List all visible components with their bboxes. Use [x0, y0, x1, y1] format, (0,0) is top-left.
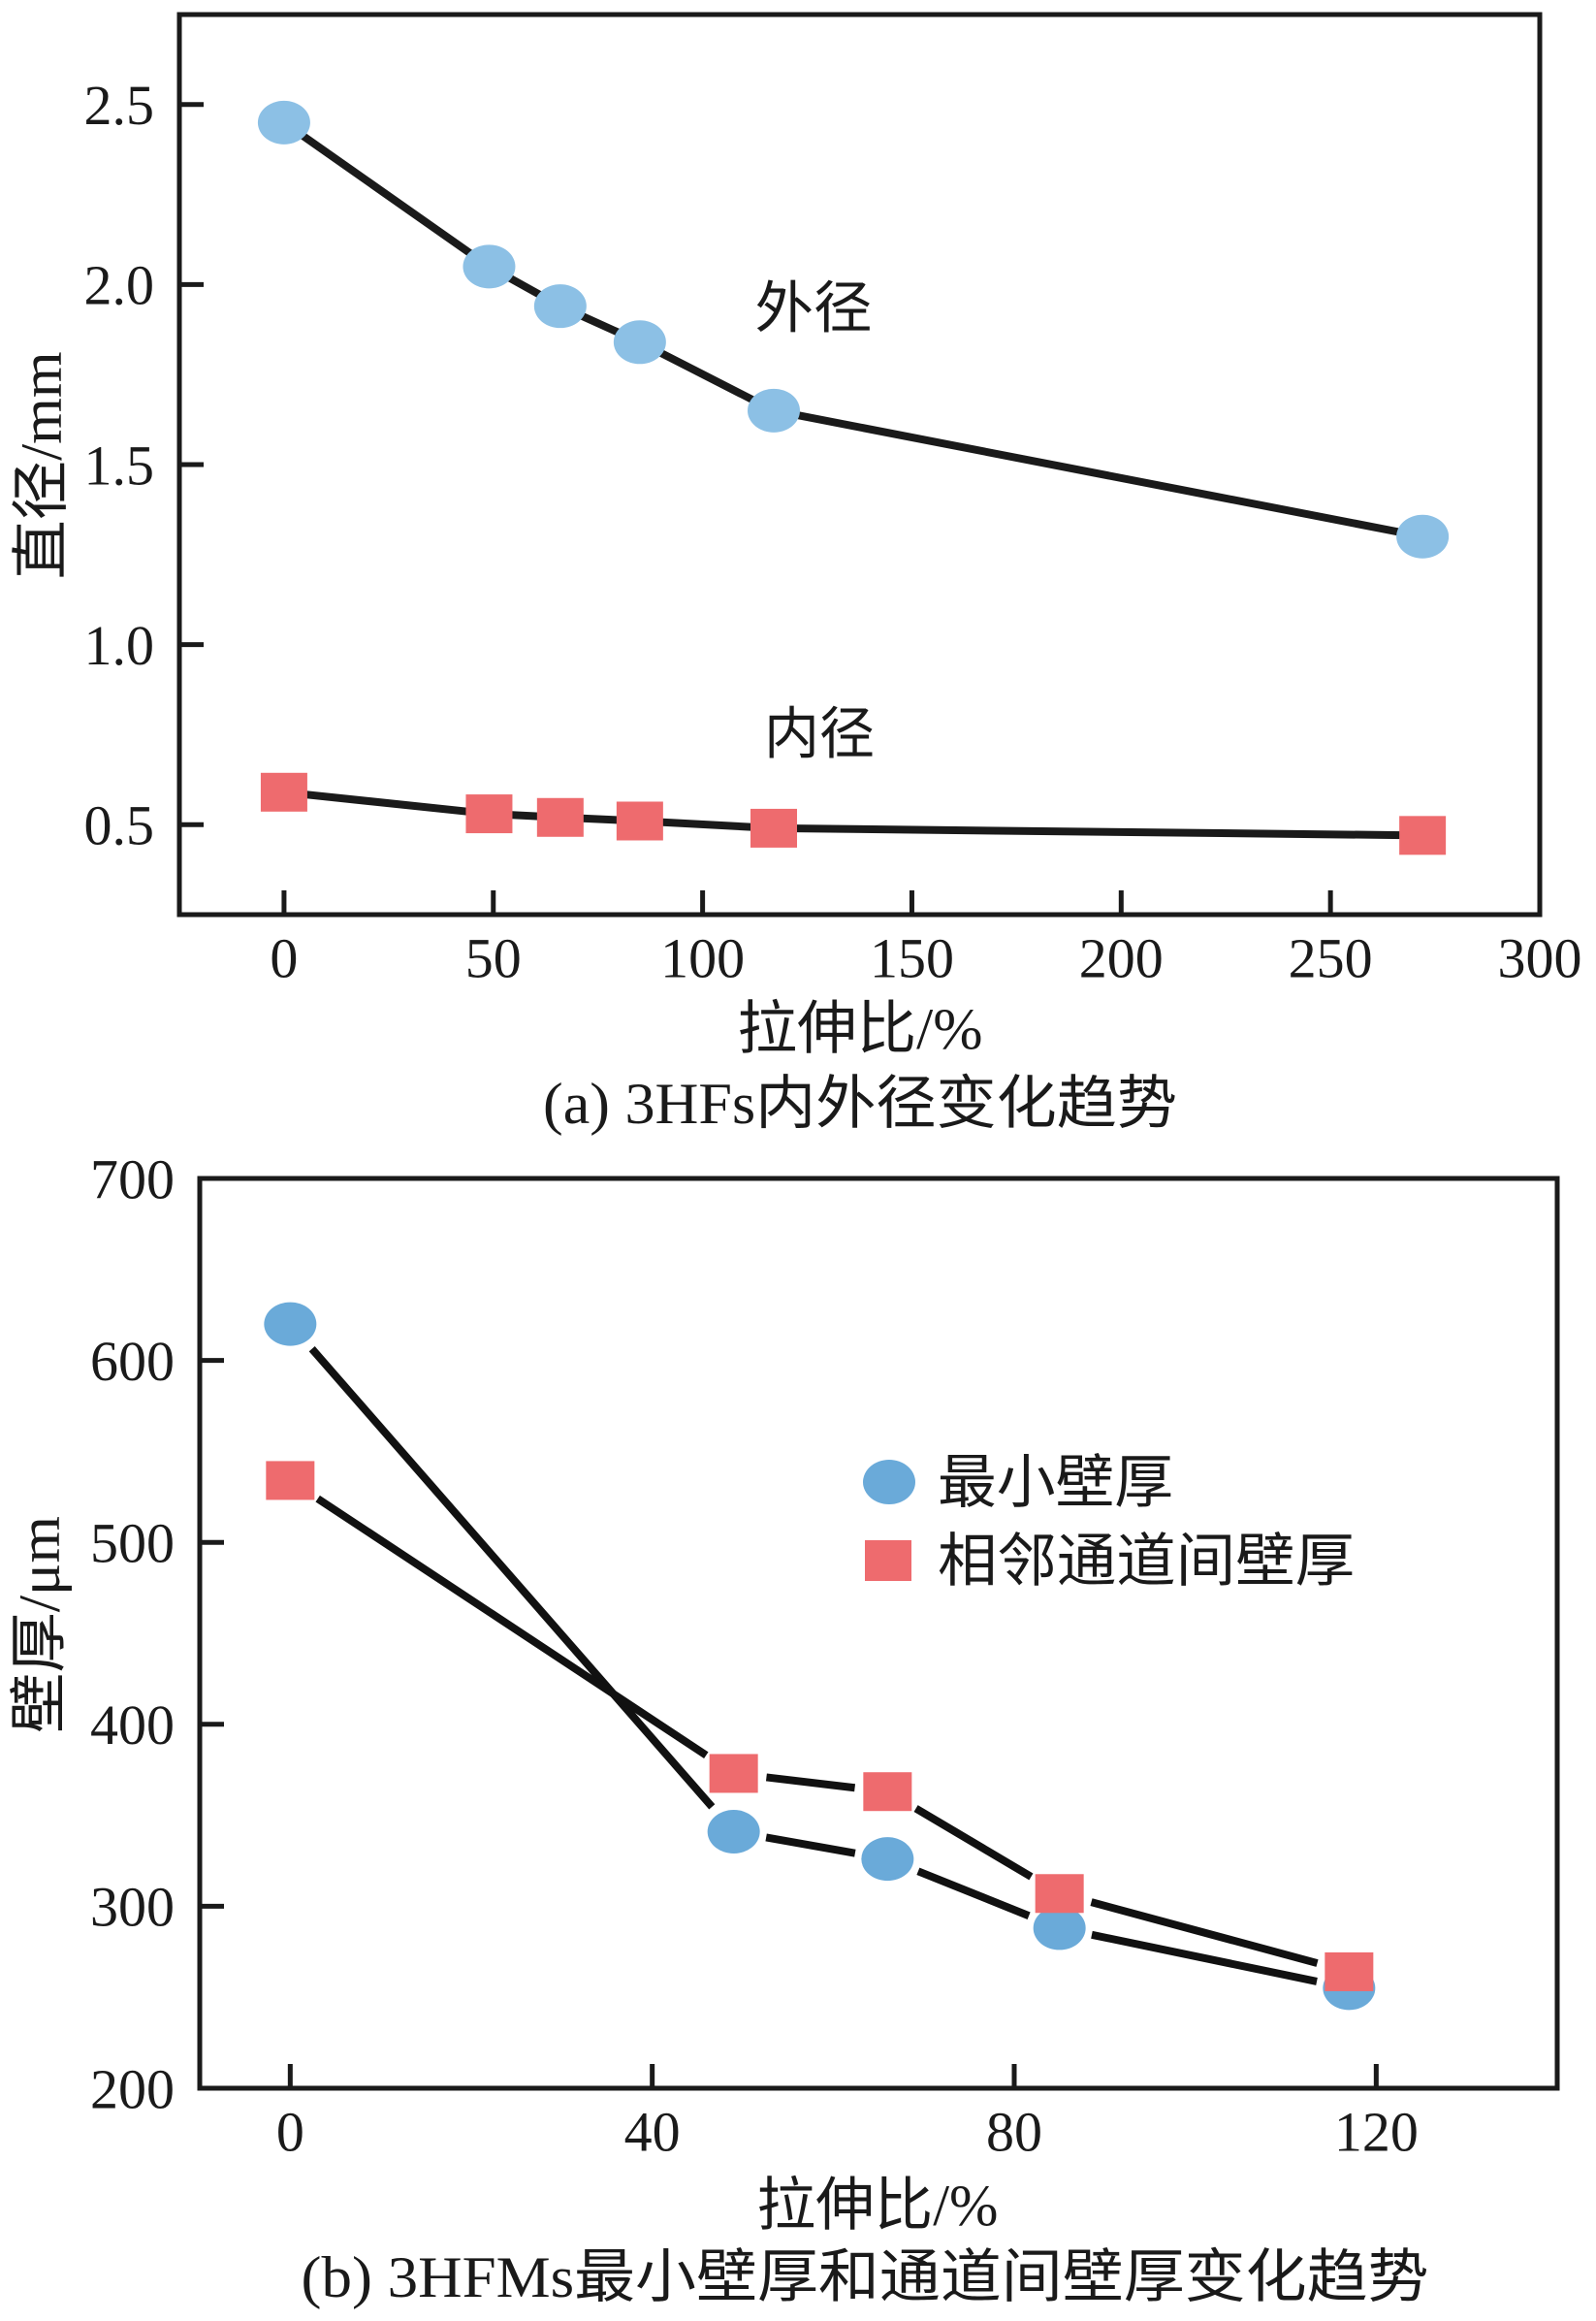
min-wall-thickness-circle-marker: [861, 1837, 914, 1882]
y-tick-label: 300: [90, 1876, 175, 1939]
channel-wall-thickness-line-segment: [913, 1805, 1034, 1881]
legend-square-icon: [865, 1540, 911, 1581]
channel-wall-thickness-square-marker: [266, 1461, 315, 1500]
outer-diameter-line-segment: [638, 338, 776, 414]
x-tick-label: 250: [1289, 926, 1373, 989]
outer-diameter-line-segment: [773, 406, 1423, 541]
min-wall-thickness-line-segment: [765, 1833, 856, 1857]
y-tick-label: 700: [90, 1147, 175, 1210]
min-wall-thickness-line-segment: [916, 1867, 1031, 1919]
min-wall-thickness-line-segment: [1091, 1930, 1318, 1985]
channel-wall-thickness-square-marker: [1035, 1874, 1084, 1914]
chart-b-axes: 0 40 80 120 200 300 400 500 600 700: [90, 1147, 1419, 2163]
outer-diameter-circle-marker: [613, 320, 666, 365]
chart-b-lines: [308, 1346, 1319, 1985]
chart-b-caption: (b) 3HFMs最小壁厚和通道间壁厚变化趋势: [302, 2245, 1429, 2309]
x-tick-label: 40: [624, 2100, 681, 2163]
legend-item-channel-wall-thickness: 相邻通道间壁厚: [865, 1530, 1355, 1594]
channel-wall-thickness-square-marker: [709, 1754, 758, 1793]
channel-wall-thickness-square-marker: [1325, 1951, 1374, 1991]
chart-b-x-axis-label: 拉伸比/%: [757, 2174, 999, 2238]
chart-a-caption: (a) 3HFs内外径变化趋势: [543, 1072, 1177, 1136]
chart-b-plot-frame: [197, 1176, 1560, 2091]
outer-diameter-circle-marker: [1396, 514, 1450, 559]
min-wall-thickness-circle-marker: [707, 1809, 760, 1854]
outer-diameter-circle-marker: [257, 100, 310, 145]
x-tick-label: 200: [1079, 926, 1164, 989]
legend: 最小壁厚 相邻通道间壁厚: [863, 1451, 1355, 1594]
inner-diameter-square-marker: [750, 808, 798, 848]
x-tick-label: 150: [870, 926, 954, 989]
x-tick-label: 300: [1498, 926, 1582, 989]
inner-diameter-square-marker: [465, 794, 513, 834]
y-tick-label: 200: [90, 2057, 175, 2120]
outer-diameter-annotation: 外径: [755, 276, 873, 339]
inner-diameter-annotation: 内径: [764, 702, 875, 765]
chart-a-axes: 0 50 100 150 200 250 300 0.5 1.0 1.5 2.0 2.5: [84, 74, 1582, 989]
chart-b-y-axis-label: 壁厚/μm: [8, 1516, 72, 1733]
x-tick-label: 120: [1334, 2100, 1419, 2163]
channel-wall-thickness-square-marker: [863, 1772, 912, 1812]
legend-item-min-wall-thickness: 最小壁厚: [863, 1451, 1173, 1515]
chart-a-plot-frame: [176, 12, 1543, 918]
min-wall-thickness-circle-marker: [1033, 1906, 1086, 1950]
outer-diameter-circle-marker: [748, 388, 801, 433]
chart-a-x-axis-label: 拉伸比/%: [738, 997, 983, 1061]
x-tick-label: 100: [660, 926, 745, 989]
inner-diameter-square-marker: [260, 772, 307, 812]
outer-diameter-line-segment: [281, 119, 492, 271]
x-tick-label: 0: [270, 926, 298, 989]
y-tick-label: 400: [90, 1693, 175, 1757]
y-tick-label: 600: [90, 1330, 175, 1393]
x-tick-label: 0: [276, 2100, 304, 2163]
inner-diameter-line-segment: [773, 823, 1423, 840]
y-tick-label: 2.0: [84, 254, 155, 317]
chart-b-markers: [264, 1302, 1376, 2011]
legend-label-min-wall-thickness: 最小壁厚: [938, 1451, 1173, 1515]
chart-a-markers: [257, 100, 1450, 855]
x-tick-label: 80: [986, 2100, 1042, 2163]
y-tick-label: 2.5: [84, 74, 155, 137]
inner-diameter-square-marker: [1399, 816, 1447, 855]
inner-diameter-line-segment: [283, 788, 490, 819]
channel-wall-thickness-line-segment: [1090, 1898, 1319, 1967]
legend-label-channel-wall-thickness: 相邻通道间壁厚: [938, 1530, 1355, 1594]
channel-wall-thickness-line-segment: [315, 1495, 709, 1759]
x-tick-label: 50: [465, 926, 522, 989]
min-wall-thickness-circle-marker: [264, 1302, 317, 1346]
y-tick-label: 0.5: [84, 794, 155, 857]
y-tick-label: 500: [90, 1512, 175, 1575]
outer-diameter-circle-marker: [463, 244, 516, 289]
inner-diameter-square-marker: [616, 801, 663, 841]
inner-diameter-square-marker: [536, 797, 584, 837]
outer-diameter-circle-marker: [533, 284, 587, 329]
y-tick-label: 1.5: [84, 434, 155, 497]
y-tick-label: 1.0: [84, 614, 155, 677]
channel-wall-thickness-line-segment: [765, 1773, 856, 1792]
legend-circle-icon: [863, 1460, 915, 1504]
min-wall-thickness-line-segment: [308, 1346, 716, 1810]
chart-a-y-axis-label: 直径/mm: [10, 352, 74, 580]
